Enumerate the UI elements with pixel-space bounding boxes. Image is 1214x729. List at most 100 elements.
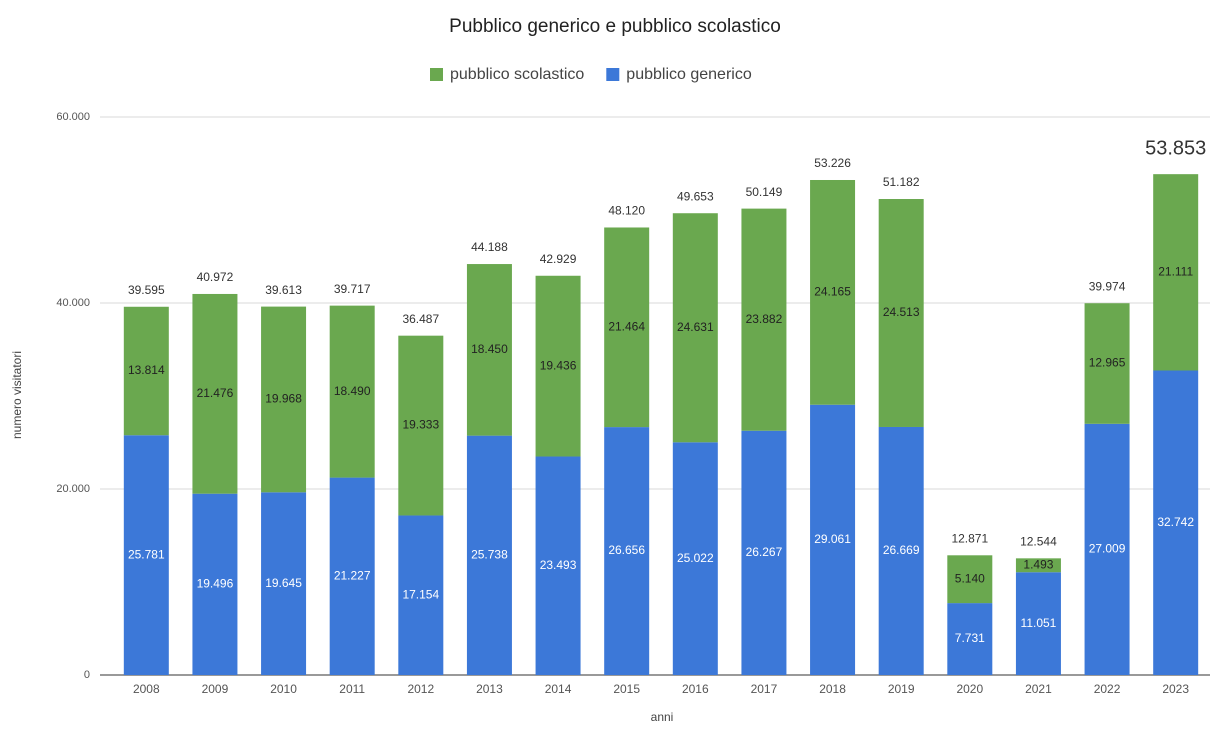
bar-segment: [1153, 370, 1199, 675]
total-label: 44.188: [471, 240, 508, 254]
bar-segment: [604, 227, 650, 428]
total-label: 50.149: [746, 185, 783, 199]
bar-segment: [672, 442, 718, 675]
bar-segment: [741, 430, 787, 675]
x-tick-label: 2010: [270, 682, 297, 696]
x-axis-label: anni: [651, 710, 674, 724]
total-label: 48.120: [608, 204, 645, 218]
data-label: 19.436: [540, 358, 577, 372]
x-tick-label: 2009: [202, 682, 229, 696]
bar-segment: [1153, 174, 1199, 371]
bar-segment: [535, 456, 581, 675]
bar-segment: [741, 208, 787, 431]
data-label: 11.051: [1021, 616, 1057, 630]
data-label: 25.738: [471, 547, 508, 561]
bar-segment: [878, 199, 924, 427]
y-tick-label: 60.000: [56, 111, 90, 123]
x-tick-label: 2015: [613, 682, 640, 696]
data-label: 23.882: [746, 312, 783, 326]
bar-segment: [1084, 303, 1130, 424]
bar-segment: [398, 335, 444, 516]
x-tick-label: 2016: [682, 682, 709, 696]
data-label: 25.781: [128, 547, 165, 561]
data-label: 21.227: [334, 568, 371, 582]
x-tick-label: 2021: [1025, 682, 1052, 696]
x-tick-label: 2012: [407, 682, 434, 696]
x-tick-label: 2008: [133, 682, 160, 696]
bar-segment: [878, 426, 924, 675]
total-label: 53.853: [1145, 137, 1206, 159]
bar-segment: [466, 435, 512, 675]
x-tick-label: 2020: [956, 682, 983, 696]
bar-segment: [1015, 572, 1061, 675]
data-label: 1.493: [1023, 557, 1053, 571]
data-label: 32.742: [1157, 515, 1194, 529]
total-label: 49.653: [677, 189, 714, 203]
bar-segment: [810, 179, 856, 405]
y-tick-label: 40.000: [56, 297, 90, 309]
data-label: 19.968: [265, 392, 302, 406]
chart-title: Pubblico generico e pubblico scolastico: [449, 16, 781, 37]
bar-segment: [672, 213, 718, 443]
total-label: 39.613: [265, 283, 302, 297]
data-label: 19.496: [197, 577, 234, 591]
total-label: 51.182: [883, 175, 920, 189]
legend-label: pubblico generico: [626, 66, 752, 83]
data-label: 25.022: [677, 551, 714, 565]
data-label: 26.656: [608, 543, 645, 557]
data-label: 26.669: [883, 543, 920, 557]
total-label: 12.544: [1020, 535, 1057, 549]
total-label: 39.974: [1089, 279, 1126, 293]
bar-segment: [810, 404, 856, 675]
data-label: 19.645: [265, 576, 302, 590]
legend-swatch: [430, 68, 443, 81]
bar-segment: [192, 493, 238, 675]
data-label: 26.267: [746, 545, 783, 559]
data-label: 18.450: [471, 342, 508, 356]
data-label: 21.111: [1158, 265, 1193, 279]
data-label: 24.165: [814, 285, 851, 299]
data-label: 21.476: [197, 386, 234, 400]
data-label: 29.061: [814, 532, 851, 546]
total-label: 53.226: [814, 156, 851, 170]
legend-swatch: [606, 68, 620, 81]
x-tick-label: 2019: [888, 682, 915, 696]
bar-segment: [123, 435, 169, 675]
y-tick-label: 0: [84, 669, 90, 681]
bar-segment: [261, 306, 307, 493]
total-label: 42.929: [540, 252, 577, 266]
x-tick-label: 2013: [476, 682, 503, 696]
bar-segment: [123, 306, 169, 436]
bar-segment: [604, 427, 650, 675]
x-tick-label: 2014: [545, 682, 572, 696]
data-label: 24.513: [883, 305, 920, 319]
bar-segment: [329, 477, 375, 675]
x-tick-label: 2011: [339, 682, 365, 696]
bar-segment: [192, 293, 238, 494]
total-label: 39.595: [128, 283, 165, 297]
x-tick-label: 2018: [819, 682, 846, 696]
x-tick-label: 2023: [1162, 682, 1189, 696]
total-label: 39.717: [334, 282, 371, 296]
data-label: 19.333: [402, 418, 439, 432]
y-axis-label: numero visitatori: [10, 351, 24, 439]
data-label: 21.464: [608, 319, 645, 333]
data-label: 17.154: [402, 587, 439, 601]
legend-label: pubblico scolastico: [450, 66, 584, 83]
bar-segment: [329, 305, 375, 478]
bar-segment: [947, 555, 993, 604]
data-label: 5.140: [955, 571, 985, 585]
x-tick-label: 2017: [751, 682, 778, 696]
bar-segment: [466, 264, 512, 436]
y-tick-label: 20.000: [56, 483, 90, 495]
data-label: 27.009: [1089, 542, 1126, 556]
data-label: 18.490: [334, 384, 371, 398]
x-tick-label: 2022: [1094, 682, 1121, 696]
bar-segment: [1015, 558, 1061, 573]
bar-segment: [1084, 423, 1130, 675]
bar-segment: [261, 492, 307, 675]
bar-segment: [535, 275, 581, 457]
data-label: 12.965: [1089, 356, 1126, 370]
